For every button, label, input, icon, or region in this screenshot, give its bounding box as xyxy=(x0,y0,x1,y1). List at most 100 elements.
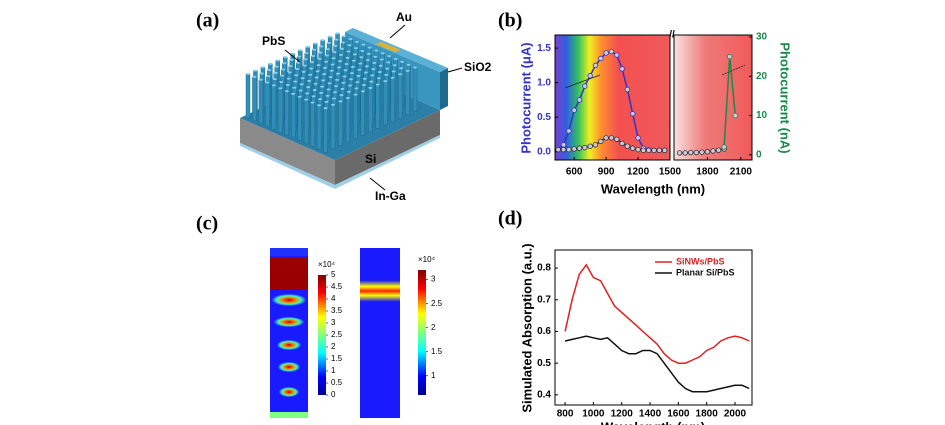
nanowire-top xyxy=(398,73,403,76)
colorbar-tick-label: 3 xyxy=(431,275,436,284)
nanowire-top xyxy=(357,68,362,71)
data-point xyxy=(682,150,688,156)
nanowire-top xyxy=(246,73,250,75)
nanowire-top xyxy=(282,62,287,65)
nanowire-top xyxy=(297,55,302,58)
data-point xyxy=(727,53,733,60)
field-map-nanowire xyxy=(270,248,308,418)
nanowire-top xyxy=(290,52,295,55)
data-point xyxy=(576,97,583,103)
nanowire-top xyxy=(377,71,382,73)
nanowire xyxy=(284,90,289,136)
nanowire xyxy=(258,79,264,124)
x-tick-label: 1000 xyxy=(582,409,605,420)
data-point xyxy=(592,142,599,148)
nanowire-top xyxy=(287,71,292,74)
nanowire-top xyxy=(340,87,345,90)
nanowire-top xyxy=(324,60,329,63)
data-point xyxy=(640,147,647,154)
data-point xyxy=(582,83,588,89)
y-axis-label: Simulated Absorption (a.u.) xyxy=(519,243,534,412)
y2-tick-label: 10 xyxy=(756,110,768,121)
label-sio2: SiO2 xyxy=(464,60,492,74)
nanowire-top xyxy=(289,58,294,61)
x-tick-label: 2100 xyxy=(730,167,753,178)
colorbar-tick-label: 2.5 xyxy=(431,299,443,308)
nanowire-top xyxy=(339,53,343,56)
nanowire-top xyxy=(390,76,395,79)
nanowire-top xyxy=(310,61,315,64)
y-tick-label: 0.4 xyxy=(537,389,551,400)
nanowire-top xyxy=(351,59,356,62)
pointer xyxy=(564,74,601,89)
nanowire-top xyxy=(360,50,365,52)
nanowire xyxy=(291,93,296,139)
nanowire-top xyxy=(293,80,298,83)
nanowire-top xyxy=(340,47,344,50)
nanowire-top xyxy=(326,88,331,91)
nanowire xyxy=(360,91,366,136)
hotspot xyxy=(279,387,299,397)
wall-edge xyxy=(440,68,448,110)
nanowire-top xyxy=(339,94,344,97)
nanowire-top xyxy=(364,65,369,68)
nanowire-top xyxy=(273,71,278,74)
nanowire-top xyxy=(330,63,335,66)
nanowire-top xyxy=(413,66,418,69)
colorbar-tick-label: 4.5 xyxy=(331,282,343,291)
nanowire-top xyxy=(369,80,374,83)
nanowire xyxy=(323,107,328,153)
nanowire-top xyxy=(323,107,328,110)
nanowire-top xyxy=(378,64,383,67)
data-point xyxy=(555,146,561,153)
nanowire-top xyxy=(318,98,323,101)
y-tick-label: 0.8 xyxy=(537,263,551,274)
nanowire xyxy=(265,82,270,127)
nanowire-top xyxy=(296,61,301,64)
data-point xyxy=(721,144,727,150)
nanowire-top xyxy=(323,66,328,69)
nanowire-top xyxy=(331,103,335,106)
nanowire-top xyxy=(392,64,397,67)
x-tick-label: 800 xyxy=(557,409,574,420)
data-point xyxy=(592,62,599,69)
x-tick-label: 2000 xyxy=(724,409,747,420)
panel-label: (d) xyxy=(498,208,522,230)
data-point xyxy=(624,143,631,149)
nanowire-top xyxy=(288,65,293,68)
nanowire-top xyxy=(354,40,359,43)
nanowire-top xyxy=(321,79,326,82)
nanowire xyxy=(375,84,380,129)
nanowire-top xyxy=(303,58,308,61)
nanowire-top xyxy=(391,70,396,73)
nanowire-top xyxy=(342,75,347,78)
nanowire-top xyxy=(307,79,312,82)
x-tick-label: 1600 xyxy=(667,409,690,420)
nanowire-top xyxy=(333,91,337,94)
nanowire-top xyxy=(266,75,271,78)
panel-label: (b) xyxy=(498,10,522,32)
nanowire-top xyxy=(314,76,319,79)
nanowire-top xyxy=(331,57,336,60)
nanowire-top xyxy=(341,41,345,44)
legend-label: SiNWs/PbS xyxy=(676,256,725,266)
data-point xyxy=(598,138,604,145)
nanowire-top xyxy=(325,94,330,97)
nanowire-top xyxy=(327,42,332,44)
y-tick-label: 1.0 xyxy=(537,77,551,88)
nanowire-top xyxy=(320,39,325,42)
nanowire-top xyxy=(334,38,339,41)
data-point xyxy=(661,147,668,154)
nanowire xyxy=(405,70,410,116)
plot-frame xyxy=(673,34,753,161)
nanowire-top xyxy=(332,97,336,100)
y-axis-label: Photocurrent (μA) xyxy=(518,42,533,153)
nanowire-top xyxy=(275,59,280,62)
nanowire-top xyxy=(317,104,322,107)
nanowire-top xyxy=(352,53,357,56)
nanowire-top xyxy=(313,82,318,85)
data-point xyxy=(704,149,711,155)
nanowire xyxy=(316,105,322,150)
nanowire-top xyxy=(384,73,389,76)
